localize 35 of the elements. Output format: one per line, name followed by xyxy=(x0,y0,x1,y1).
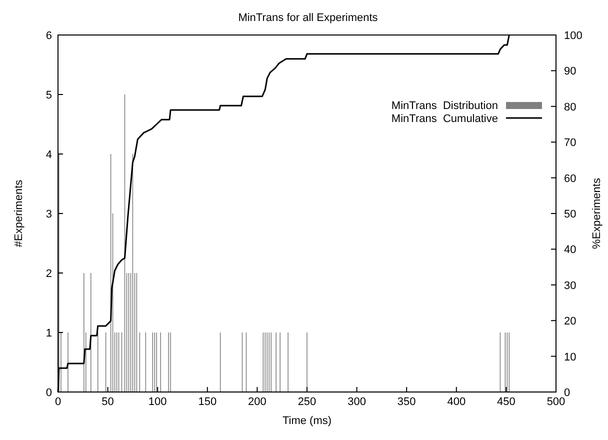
chart-title: MinTrans for all Experiments xyxy=(238,12,378,24)
y2-tick-label: 50 xyxy=(564,208,576,220)
y2-tick-label: 70 xyxy=(564,137,576,150)
y2-tick-label: 90 xyxy=(564,66,576,78)
y-tick-label: 0 xyxy=(46,387,52,399)
x-tick-label: 500 xyxy=(546,396,566,408)
y2-tick-label: 10 xyxy=(564,351,576,364)
legend-label: MinTrans Cumulative xyxy=(391,113,498,125)
y-tick-label: 4 xyxy=(46,149,52,161)
x-axis-title: Time (ms) xyxy=(282,415,332,427)
x-tick-label: 350 xyxy=(397,396,416,408)
x-tick-label: 50 xyxy=(102,396,114,408)
x-tick-label: 200 xyxy=(248,396,266,408)
x-tick-label: 300 xyxy=(348,396,366,408)
y-tick-label: 1 xyxy=(46,328,52,340)
y-tick-label: 3 xyxy=(46,208,52,220)
y2-tick-label: 80 xyxy=(564,101,576,114)
y2-tick-label: 100 xyxy=(564,30,582,42)
y2-tick-label: 20 xyxy=(564,316,576,328)
y2-tick-label: 40 xyxy=(564,244,576,256)
y-tick-label: 2 xyxy=(46,268,52,280)
x-tick-label: 400 xyxy=(447,396,466,408)
y-tick-label: 6 xyxy=(46,30,52,42)
x-tick-label: 100 xyxy=(148,396,167,408)
y-tick-label: 5 xyxy=(46,90,52,102)
y2-axis-title: %Experiments xyxy=(591,178,603,249)
y2-tick-label: 0 xyxy=(564,387,570,399)
y2-tick-label: 60 xyxy=(564,172,576,185)
y-axis-title: #Experiments xyxy=(13,179,25,248)
x-tick-label: 0 xyxy=(54,396,62,408)
x-tick-label: 450 xyxy=(497,396,516,408)
y2-tick-label: 30 xyxy=(564,280,576,292)
legend-label: MinTrans Distribution xyxy=(391,100,498,112)
x-tick-label: 150 xyxy=(198,396,217,408)
x-tick-label: 250 xyxy=(298,396,316,408)
